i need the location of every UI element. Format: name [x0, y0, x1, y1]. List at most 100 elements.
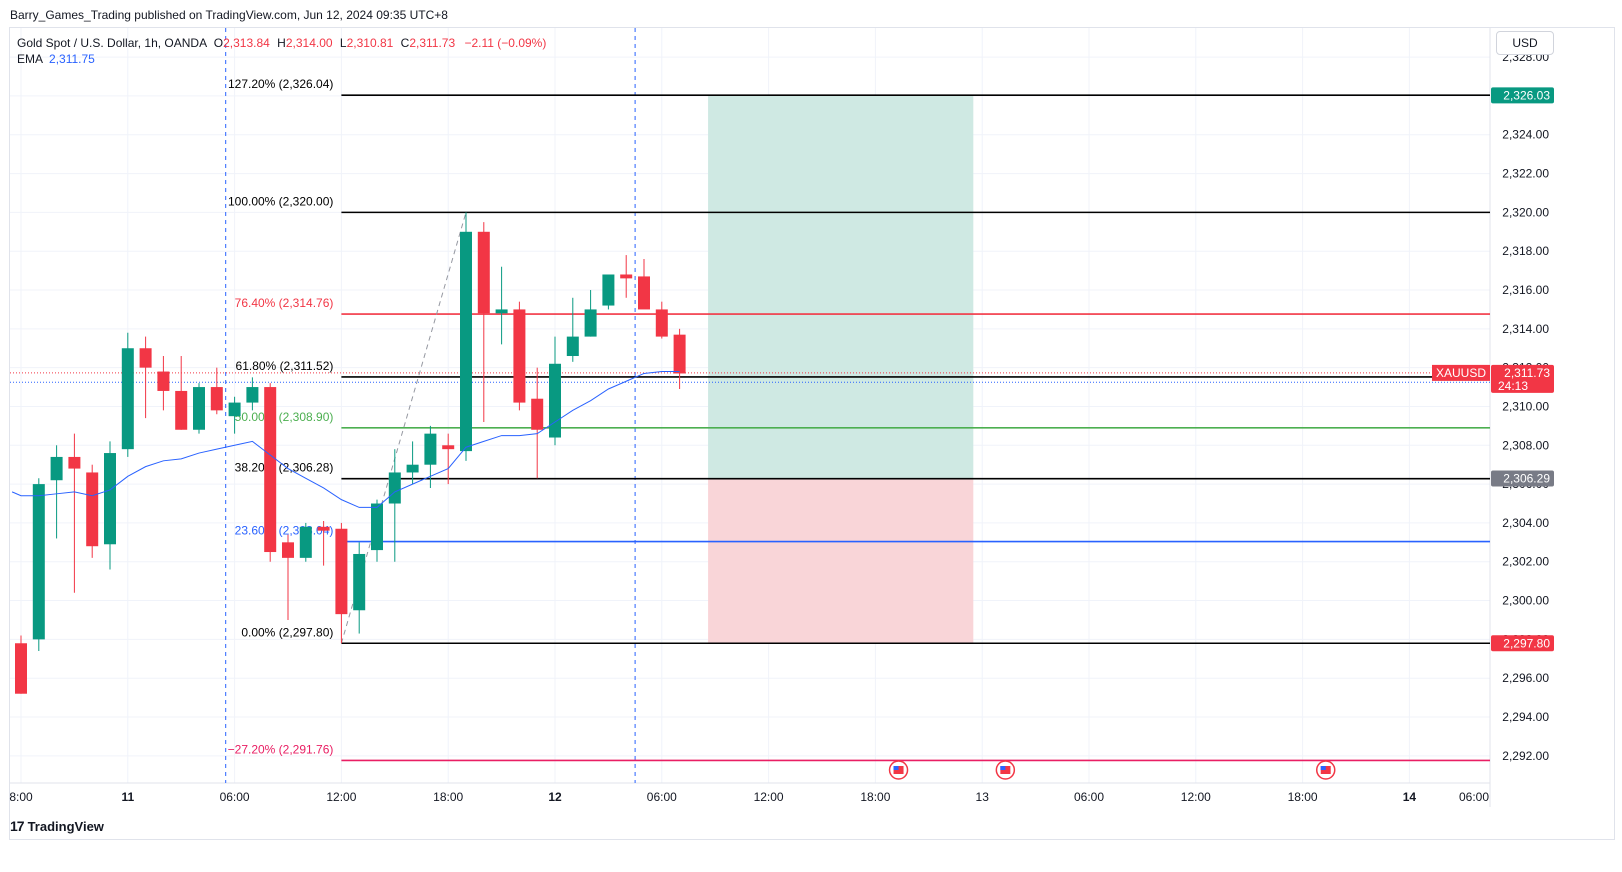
flag-canton-icon — [893, 766, 899, 770]
time-axis-label: 06:00 — [1459, 790, 1489, 804]
ema-label[interactable]: EMA — [17, 52, 44, 66]
candle-down — [317, 526, 330, 531]
price-axis-label: 2,320.00 — [1502, 205, 1549, 219]
price-badge-target — [1491, 87, 1554, 104]
time-axis-label: 8:00 — [9, 790, 33, 804]
time-axis-label: 18:00 — [433, 790, 463, 804]
bar-countdown-text: 24:13 — [1498, 379, 1528, 393]
time-axis-label: 06:00 — [647, 790, 677, 804]
candle-down — [335, 528, 348, 615]
last-price-text: 2,311.73 — [1504, 366, 1550, 380]
candle-down — [477, 231, 490, 314]
ema-line — [11, 371, 680, 508]
tradingview-brand[interactable]: 17 TradingView — [10, 818, 104, 834]
close-label: C — [400, 36, 410, 50]
candle-up — [246, 387, 259, 403]
price-badge-text: 2,297.80 — [1503, 636, 1550, 650]
time-axis-label: 18:00 — [860, 790, 890, 804]
candle-up — [299, 526, 312, 558]
flag-canton-icon — [1320, 766, 1326, 770]
low-label: L — [339, 36, 347, 50]
price-badge-text: 2,326.03 — [1503, 88, 1550, 102]
price-axis-label: 2,300.00 — [1502, 594, 1549, 608]
fib-level-label[interactable]: 50.00% (2,308.90) — [235, 410, 334, 424]
brand-name: TradingView — [27, 818, 104, 834]
change-value: −2.11 (−0.09%) — [464, 36, 547, 50]
price-axis-label: 2,302.00 — [1502, 555, 1549, 569]
candle-down — [655, 309, 668, 337]
time-axis-label: 12:00 — [754, 790, 784, 804]
fib-level-label[interactable]: −27.20% (2,291.76) — [228, 742, 334, 756]
candle-down — [638, 276, 650, 310]
high-label: H — [277, 36, 286, 50]
candle-down — [86, 472, 99, 547]
candle-up — [602, 274, 615, 306]
fib-level-label[interactable]: 76.40% (2,314.76) — [235, 296, 334, 310]
candle-down — [620, 274, 633, 279]
close-value: 2,311.73 — [409, 36, 456, 50]
last-price-badge — [1491, 364, 1554, 393]
candle-up — [353, 553, 366, 611]
candle-down — [513, 309, 526, 403]
price-badge-text: 2,306.29 — [1503, 471, 1550, 485]
fib-level-label[interactable]: 0.00% (2,297.80) — [241, 625, 333, 639]
price-badge-stop — [1491, 635, 1554, 652]
candle-up — [50, 456, 63, 481]
symbol-badge — [1432, 364, 1490, 381]
open-value: 2,313.84 — [223, 36, 270, 50]
candle-up — [104, 453, 116, 545]
publisher-credit: Barry_Games_Trading published on Trading… — [10, 8, 448, 22]
time-axis-label: 12:00 — [1181, 790, 1211, 804]
candle-down — [264, 387, 277, 553]
candle-up — [584, 309, 597, 337]
candle-down — [210, 387, 223, 411]
time-axis-label: 06:00 — [220, 790, 250, 804]
candle-down — [175, 390, 188, 430]
candle-down — [531, 398, 544, 430]
candle-up — [371, 503, 383, 551]
time-axis-label: 11 — [121, 790, 134, 804]
fib-level-label[interactable]: 100.00% (2,320.00) — [228, 194, 333, 208]
price-axis-label: 2,322.00 — [1502, 167, 1549, 181]
ema-value: 2,311.75 — [49, 52, 95, 66]
candle-up — [566, 336, 579, 357]
time-axis-label: 12:00 — [326, 790, 356, 804]
candle-up — [424, 433, 437, 465]
symbol-badge-text: XAUUSD — [1436, 366, 1486, 380]
time-axis-label: 14 — [1403, 790, 1417, 804]
time-axis-label: 06:00 — [1074, 790, 1104, 804]
time-axis-label: 12 — [548, 790, 562, 804]
candle-down — [15, 643, 27, 694]
currency-button[interactable]: USD — [1496, 31, 1554, 55]
price-axis-label: 2,294.00 — [1502, 710, 1549, 724]
candle-up — [549, 363, 561, 438]
candle-up — [406, 464, 419, 473]
fib-level-label[interactable]: 38.20% (2,306.28) — [235, 461, 334, 475]
price-badge-entry — [1491, 470, 1554, 487]
chart-legend: Gold Spot / U.S. Dollar, 1h, OANDA O2,31… — [17, 35, 546, 67]
chart-frame[interactable] — [9, 27, 1615, 840]
time-axis-label: 18:00 — [1288, 790, 1318, 804]
tradingview-logo-icon: 17 — [10, 818, 25, 834]
price-axis-label: 2,292.00 — [1502, 749, 1549, 763]
price-axis-label: 2,324.00 — [1502, 128, 1549, 142]
candle-down — [282, 542, 294, 558]
price-axis-label: 2,316.00 — [1502, 283, 1549, 297]
candle-up — [193, 387, 205, 430]
fib-level-label[interactable]: 61.80% (2,311.52) — [236, 359, 334, 373]
fib-level-label[interactable]: 127.20% (2,326.04) — [228, 77, 333, 91]
candle-up — [32, 484, 45, 640]
ema-row: EMA 2,311.75 — [17, 51, 546, 67]
candle-down — [68, 456, 81, 469]
flag-canton-icon — [1000, 766, 1006, 770]
long-position-loss-zone — [708, 478, 974, 644]
price-axis-label: 2,308.00 — [1502, 438, 1549, 452]
ohlc-row: Gold Spot / U.S. Dollar, 1h, OANDA O2,31… — [17, 35, 546, 51]
candle-up — [228, 402, 241, 417]
candle-up — [460, 231, 472, 452]
candle-up — [495, 309, 508, 314]
price-axis-label: 2,304.00 — [1502, 516, 1549, 530]
symbol-description[interactable]: Gold Spot / U.S. Dollar, 1h, OANDA — [17, 36, 207, 50]
price-axis-label: 2,314.00 — [1502, 322, 1549, 336]
